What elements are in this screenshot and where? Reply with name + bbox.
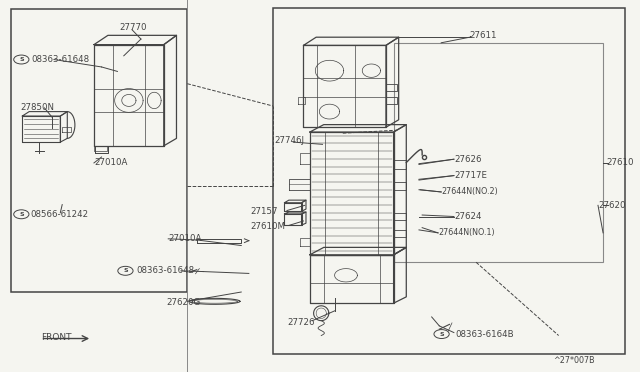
Text: 27157: 27157 bbox=[251, 207, 278, 216]
Text: S: S bbox=[439, 331, 444, 337]
Text: 27644N(NO.2): 27644N(NO.2) bbox=[441, 187, 498, 196]
Circle shape bbox=[13, 210, 29, 219]
Text: 27644N(NO.1): 27644N(NO.1) bbox=[438, 228, 495, 237]
Text: 27610: 27610 bbox=[606, 158, 634, 167]
Text: FRONT: FRONT bbox=[40, 333, 71, 342]
Text: S: S bbox=[19, 212, 24, 217]
Text: 27746J: 27746J bbox=[275, 136, 304, 145]
Circle shape bbox=[118, 266, 133, 275]
Text: 08363-61648: 08363-61648 bbox=[32, 55, 90, 64]
Text: 27726: 27726 bbox=[287, 318, 314, 327]
Text: 27717E: 27717E bbox=[454, 171, 487, 180]
Text: S: S bbox=[19, 57, 24, 62]
Text: 27010A: 27010A bbox=[94, 158, 127, 167]
Circle shape bbox=[13, 55, 29, 64]
Text: 08566-61242: 08566-61242 bbox=[31, 210, 88, 219]
Text: ^27*007B: ^27*007B bbox=[554, 356, 595, 365]
Text: 08363-61648: 08363-61648 bbox=[136, 266, 195, 275]
Text: 27611: 27611 bbox=[470, 31, 497, 40]
Circle shape bbox=[434, 330, 449, 339]
Bar bbox=[12, 9, 188, 292]
Text: 27624: 27624 bbox=[454, 212, 481, 221]
Text: 27850N: 27850N bbox=[20, 103, 54, 112]
Text: S: S bbox=[123, 268, 128, 273]
Text: 27620G: 27620G bbox=[166, 298, 200, 307]
Text: 27610M: 27610M bbox=[251, 222, 285, 231]
Text: 27620: 27620 bbox=[598, 201, 625, 210]
Text: 27010A: 27010A bbox=[168, 234, 202, 243]
Text: 27770: 27770 bbox=[119, 23, 147, 32]
Text: 27626: 27626 bbox=[454, 155, 481, 164]
Bar bbox=[394, 43, 603, 262]
Text: 08363-6164B: 08363-6164B bbox=[456, 330, 515, 339]
Bar bbox=[273, 8, 625, 354]
